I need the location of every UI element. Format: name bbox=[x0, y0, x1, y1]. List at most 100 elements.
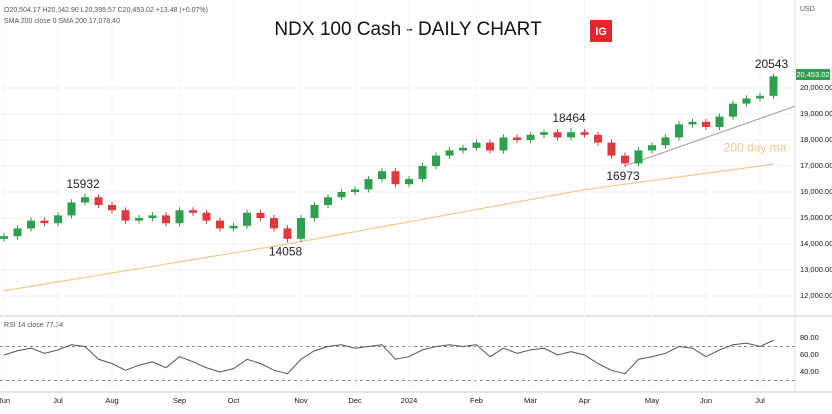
x-tick-label: 2024 bbox=[401, 396, 418, 405]
y-tick-label: 12,000.00 bbox=[800, 291, 832, 300]
rsi-tick-label: 80.00 bbox=[800, 333, 819, 342]
candle-body bbox=[418, 166, 427, 180]
candle-body bbox=[742, 98, 751, 104]
candle-body bbox=[216, 220, 224, 229]
candle-body bbox=[405, 179, 413, 185]
candle-body bbox=[540, 132, 548, 135]
candle-body bbox=[580, 132, 589, 135]
candle-body bbox=[27, 220, 35, 229]
x-tick-label: Feb bbox=[470, 396, 483, 405]
candle-body bbox=[567, 132, 575, 138]
candle-body bbox=[108, 205, 116, 211]
logo-box bbox=[590, 20, 612, 42]
sma-line bbox=[3, 163, 774, 292]
candle-body bbox=[661, 137, 670, 146]
x-tick-label: Mar bbox=[524, 396, 537, 405]
last-price-tag bbox=[796, 69, 830, 80]
candle-body bbox=[378, 171, 386, 180]
y-tick-label: 14,000.00 bbox=[800, 239, 832, 248]
candle-body bbox=[189, 210, 197, 213]
candle-body bbox=[526, 134, 535, 141]
candle-body bbox=[310, 205, 319, 219]
x-tick-label: Oct bbox=[228, 396, 241, 405]
candle-body bbox=[270, 218, 278, 229]
logo: IG bbox=[595, 26, 607, 38]
y-tick-label: 15,000.00 bbox=[800, 213, 832, 222]
y-tick-label: 19,000.00 bbox=[800, 109, 832, 118]
x-tick-label: May bbox=[645, 396, 659, 405]
y-tick-label: 20,000.00 bbox=[800, 83, 832, 92]
chart-title: NDX 100 Cash - DAILY CHART bbox=[274, 19, 542, 40]
candle-body bbox=[135, 218, 143, 221]
y-tick-label: 18,000.00 bbox=[800, 135, 832, 144]
last-price-label: 20,453.02 bbox=[796, 70, 829, 79]
candle-body bbox=[432, 155, 440, 167]
candle-body bbox=[607, 142, 616, 156]
annotation: 15932 bbox=[66, 177, 100, 191]
candle-body bbox=[769, 76, 778, 96]
candle-body bbox=[364, 179, 373, 190]
annotation: 20543 bbox=[755, 57, 789, 71]
candle-body bbox=[0, 236, 8, 239]
candle-body bbox=[229, 225, 238, 229]
x-tick-label: Jun bbox=[700, 396, 712, 405]
annotation: 18464 bbox=[552, 111, 586, 125]
x-tick-label: Jul bbox=[755, 396, 765, 405]
candle-body bbox=[621, 155, 629, 164]
annotation: 16973 bbox=[606, 169, 640, 183]
candle-body bbox=[81, 197, 89, 203]
x-tick-label: Aug bbox=[105, 396, 118, 405]
trendline bbox=[624, 105, 796, 167]
candle-body bbox=[445, 150, 454, 156]
candle-body bbox=[391, 171, 400, 185]
currency: USD bbox=[800, 6, 815, 13]
candle-body bbox=[675, 124, 683, 138]
candle-body bbox=[40, 220, 49, 224]
candle-body bbox=[283, 228, 292, 239]
x-tick-label: Jun bbox=[0, 396, 10, 405]
rsi-legend: RSI 14 close 77.34 bbox=[4, 322, 63, 329]
candle-body bbox=[351, 189, 359, 193]
candle-body bbox=[553, 132, 562, 138]
x-tick-label: Apr bbox=[579, 396, 591, 405]
candle-body bbox=[202, 212, 211, 221]
candle-body bbox=[756, 95, 764, 99]
candle-body bbox=[513, 137, 521, 141]
candle-body bbox=[324, 197, 332, 206]
rsi-tick-label: 40.00 bbox=[800, 367, 819, 376]
candle-body bbox=[594, 134, 602, 143]
sma-label: 200 day ma bbox=[724, 140, 787, 154]
candle-body bbox=[337, 192, 346, 198]
ohlc-legend: O20,504.17 H20,542.90 L20,395.57 C20,453… bbox=[4, 7, 208, 14]
candle-body bbox=[256, 212, 265, 219]
candle-body bbox=[715, 116, 724, 128]
x-tick-label: Jul bbox=[53, 396, 63, 405]
candle-body bbox=[121, 210, 130, 221]
x-tick-label: Dec bbox=[348, 396, 362, 405]
candle-body bbox=[67, 202, 76, 216]
candle-body bbox=[499, 137, 508, 151]
candle-body bbox=[729, 103, 737, 117]
candle-body bbox=[94, 197, 103, 206]
y-tick-label: 13,000.00 bbox=[800, 265, 832, 274]
annotation: 14058 bbox=[269, 245, 303, 259]
x-tick-label: Nov bbox=[294, 396, 308, 405]
candle-body bbox=[13, 228, 22, 237]
rsi-tick-label: 60.00 bbox=[800, 350, 819, 359]
candle-body bbox=[162, 215, 170, 224]
candle-body bbox=[702, 121, 710, 128]
candle-body bbox=[54, 215, 62, 224]
rsi-line bbox=[3, 339, 774, 375]
candle-body bbox=[648, 145, 656, 151]
candle-body bbox=[175, 210, 184, 224]
candle-body bbox=[486, 142, 494, 151]
y-tick-label: 16,000.00 bbox=[800, 187, 832, 196]
sma-legend: SMA 200 close 0 SMA 200 17,078.40 bbox=[4, 18, 120, 25]
y-tick-label: 17,000.00 bbox=[800, 161, 832, 170]
candle-body bbox=[297, 218, 305, 239]
candle-body bbox=[472, 142, 481, 148]
